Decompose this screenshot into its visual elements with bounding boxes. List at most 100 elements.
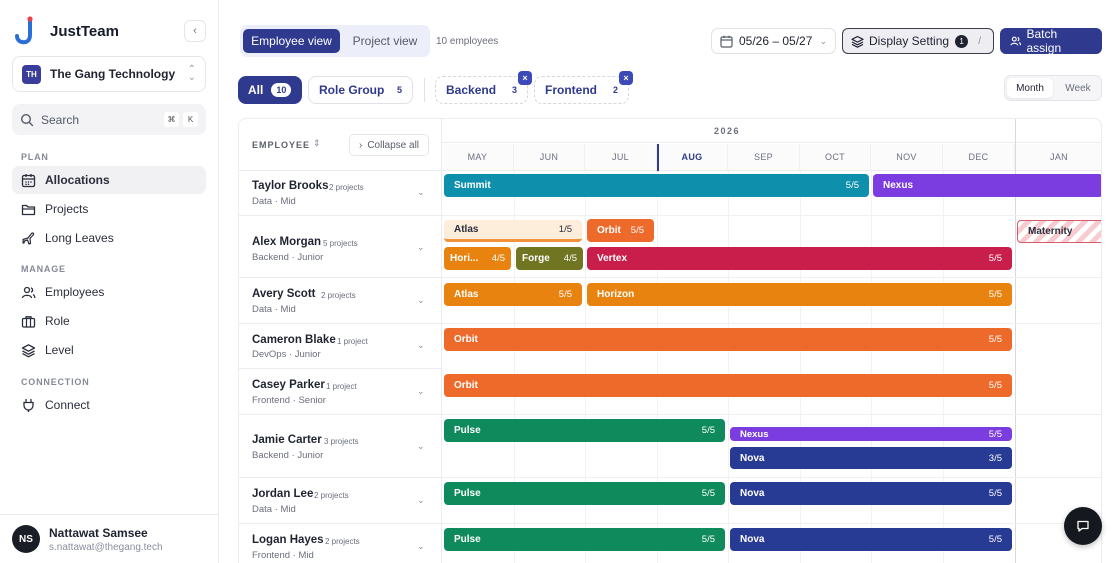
expand-chevron-icon[interactable]: ⌄: [417, 295, 425, 305]
filter-chip-role-group[interactable]: Role Group 5: [308, 76, 413, 104]
k-key: K: [183, 112, 198, 127]
employee-role: Data · Mid: [252, 196, 296, 207]
filter-chip-backend[interactable]: Backend 3 ×: [435, 71, 532, 104]
employee-row[interactable]: Cameron Blake 1 project DevOps · Junior …: [239, 324, 442, 369]
row-divider: [442, 323, 1101, 324]
allocation-bar[interactable]: Nexus: [873, 174, 1101, 197]
date-range-picker[interactable]: 05/26 – 05/27 ⌄: [711, 28, 836, 54]
allocation-bar[interactable]: Horizon 5/5: [587, 283, 1012, 306]
allocation-bar[interactable]: Hori... 4/5: [444, 247, 511, 270]
sidebar-item-long-leaves[interactable]: Long Leaves: [12, 224, 206, 252]
allocation-load: 5/5: [701, 534, 715, 545]
week-scale-button[interactable]: Week: [1065, 82, 1091, 94]
display-setting-count: 1: [955, 34, 969, 48]
collapse-all-label: Collapse all: [367, 139, 420, 151]
employee-row[interactable]: Logan Hayes 2 projects Frontend · Mid ⌄: [239, 524, 442, 563]
sidebar-item-level[interactable]: Level: [12, 336, 206, 364]
month-scale-button[interactable]: Month: [1007, 78, 1053, 98]
sidebar-item-connect[interactable]: Connect: [12, 391, 206, 419]
employee-project-count: 2 projects: [329, 183, 364, 192]
allocation-load: 1/5: [558, 224, 572, 235]
filter-chip-count: 10: [271, 83, 292, 97]
row-divider: [442, 414, 1101, 415]
expand-chevron-icon[interactable]: ⌄: [417, 187, 425, 197]
expand-chevron-icon[interactable]: ⌄: [417, 340, 425, 350]
sidebar-item-label: Connect: [45, 398, 90, 412]
allocation-load: 5/5: [988, 534, 1002, 545]
allocation-project: Horizon: [597, 289, 635, 300]
employee-view-button[interactable]: Employee view: [243, 29, 340, 53]
employee-row[interactable]: Alex Morgan 5 projects Backend · Junior …: [239, 216, 442, 278]
expand-chevron-icon[interactable]: ⌄: [417, 495, 425, 505]
employee-row[interactable]: Avery Scott 2 projects Data · Mid ⌄: [239, 278, 442, 324]
leave-bar-maternity[interactable]: Maternity: [1017, 220, 1101, 243]
sidebar-item-employees[interactable]: Employees: [12, 278, 206, 306]
filter-divider: [424, 78, 425, 102]
allocation-bar[interactable]: Pulse 5/5: [444, 528, 725, 551]
allocation-bar[interactable]: Vertex 5/5: [587, 247, 1012, 270]
employee-row[interactable]: Jordan Lee 2 projects Data · Mid ⌄: [239, 478, 442, 524]
allocation-load: 5/5: [701, 488, 715, 499]
employee-project-count: 2 projects: [314, 491, 349, 500]
app-logo[interactable]: JustTeam: [14, 16, 119, 46]
remove-filter-backend-button[interactable]: ×: [518, 71, 532, 85]
filter-chip-all[interactable]: All 10: [238, 76, 302, 104]
allocation-project: Pulse: [454, 425, 481, 436]
allocation-bar[interactable]: Atlas 5/5: [444, 283, 582, 306]
sidebar-item-allocations[interactable]: Allocations: [12, 166, 206, 194]
allocation-bar[interactable]: Nova 5/5: [730, 482, 1012, 505]
sidebar-item-label: Role: [45, 314, 70, 328]
search-input[interactable]: Search ⌘ K: [12, 104, 206, 135]
project-view-button[interactable]: Project view: [352, 34, 418, 48]
org-switcher[interactable]: TH The Gang Technology ⌃ ⌄: [12, 56, 206, 92]
employee-project-count: 2 projects: [321, 291, 356, 300]
sidebar-item-label: Employees: [45, 285, 105, 299]
sidebar-item-projects[interactable]: Projects: [12, 195, 206, 223]
row-divider: [442, 215, 1101, 216]
layers-icon: [21, 343, 36, 357]
display-setting-button[interactable]: Display Setting 1 /: [842, 28, 994, 54]
avatar: NS: [12, 525, 40, 553]
grid-line: [800, 171, 801, 563]
year-header: 2026: [442, 119, 1101, 143]
employee-row[interactable]: Casey Parker 1 project Frontend · Senior…: [239, 369, 442, 415]
allocation-bar[interactable]: Nexus 5/5: [730, 427, 1012, 441]
expand-chevron-icon[interactable]: ⌄: [417, 541, 425, 551]
allocation-bar[interactable]: Atlas 1/5: [444, 220, 582, 242]
display-setting-shortcut: /: [978, 35, 981, 47]
year-label: 2026: [714, 126, 741, 136]
expand-chevron-icon[interactable]: ⌄: [417, 441, 425, 451]
allocation-bar[interactable]: Orbit 5/5: [444, 328, 1012, 351]
sort-icon[interactable]: ⇕: [313, 138, 321, 148]
allocation-bar[interactable]: Orbit 5/5: [444, 374, 1012, 397]
employee-project-count: 1 project: [337, 337, 368, 346]
month-header: SEP: [728, 144, 800, 171]
filter-chip-frontend[interactable]: Frontend 2 ×: [534, 71, 633, 104]
timescale-toggle: Month Week: [1004, 75, 1102, 101]
collapse-all-button[interactable]: › Collapse all: [349, 134, 429, 156]
employee-row[interactable]: Jamie Carter 3 projects Backend · Junior…: [239, 415, 442, 478]
expand-chevron-icon[interactable]: ⌄: [417, 242, 425, 252]
allocation-load: 5/5: [845, 180, 859, 191]
chat-button[interactable]: [1064, 507, 1102, 545]
allocation-project: Nexus: [883, 180, 914, 191]
search-placeholder: Search: [41, 112, 80, 127]
allocation-bar[interactable]: Pulse 5/5: [444, 482, 725, 505]
user-profile[interactable]: NS Nattawat Samsee s.nattawat@thegang.te…: [0, 514, 219, 563]
allocation-bar[interactable]: Summit 5/5: [444, 174, 869, 197]
allocation-bar[interactable]: Nova 3/5: [730, 447, 1012, 469]
allocation-bar[interactable]: Orbit 5/5: [587, 219, 654, 242]
filter-chip-count: 5: [396, 85, 402, 95]
allocation-bar[interactable]: Forge 4/5: [516, 247, 583, 270]
allocation-bar[interactable]: Pulse 5/5: [444, 419, 725, 442]
allocation-project: Nova: [740, 452, 765, 464]
employee-role: Backend · Junior: [252, 252, 324, 263]
expand-chevron-icon[interactable]: ⌄: [417, 386, 425, 396]
employee-row[interactable]: Taylor Brooks 2 projects Data · Mid ⌄: [239, 171, 442, 216]
collapse-sidebar-button[interactable]: ‹: [184, 20, 206, 42]
remove-filter-frontend-button[interactable]: ×: [619, 71, 633, 85]
allocation-bar[interactable]: Nova 5/5: [730, 528, 1012, 551]
allocation-project: Nova: [740, 488, 765, 499]
batch-assign-button[interactable]: Batch assign: [1000, 27, 1102, 55]
sidebar-item-role[interactable]: Role: [12, 307, 206, 335]
